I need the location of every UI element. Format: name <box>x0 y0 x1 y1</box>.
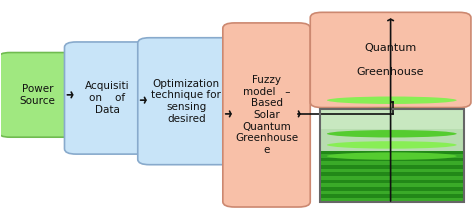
Bar <box>319 191 464 194</box>
FancyBboxPatch shape <box>0 53 76 137</box>
Ellipse shape <box>327 108 456 115</box>
Bar <box>319 173 464 176</box>
Bar <box>319 180 464 183</box>
Text: Fuzzy
model   –
Based
Solar
Quantum
Greenhouse
e: Fuzzy model – Based Solar Quantum Greenh… <box>235 75 298 155</box>
FancyBboxPatch shape <box>64 42 150 154</box>
Text: Acquisiti
on    of
Data: Acquisiti on of Data <box>85 81 129 115</box>
Bar <box>319 176 464 180</box>
Ellipse shape <box>327 152 456 160</box>
Text: Power
Source: Power Source <box>19 84 55 106</box>
Bar <box>319 183 464 187</box>
Ellipse shape <box>327 96 456 104</box>
Bar <box>319 158 464 161</box>
Bar <box>319 151 464 154</box>
Ellipse shape <box>327 119 456 126</box>
Ellipse shape <box>327 130 456 137</box>
FancyBboxPatch shape <box>310 12 471 108</box>
Text: Quantum

Greenhouse: Quantum Greenhouse <box>357 43 424 76</box>
Text: Optimization
technique for
sensing
desired: Optimization technique for sensing desir… <box>151 79 221 124</box>
Bar <box>319 109 464 129</box>
Bar <box>319 165 464 169</box>
FancyBboxPatch shape <box>223 23 310 207</box>
Bar <box>319 187 464 191</box>
FancyBboxPatch shape <box>138 38 235 165</box>
Ellipse shape <box>327 141 456 149</box>
Bar <box>319 154 464 158</box>
Bar <box>319 151 464 202</box>
Bar <box>319 161 464 165</box>
Bar <box>319 109 464 151</box>
Bar <box>319 194 464 198</box>
Bar <box>319 169 464 173</box>
Bar <box>319 198 464 202</box>
